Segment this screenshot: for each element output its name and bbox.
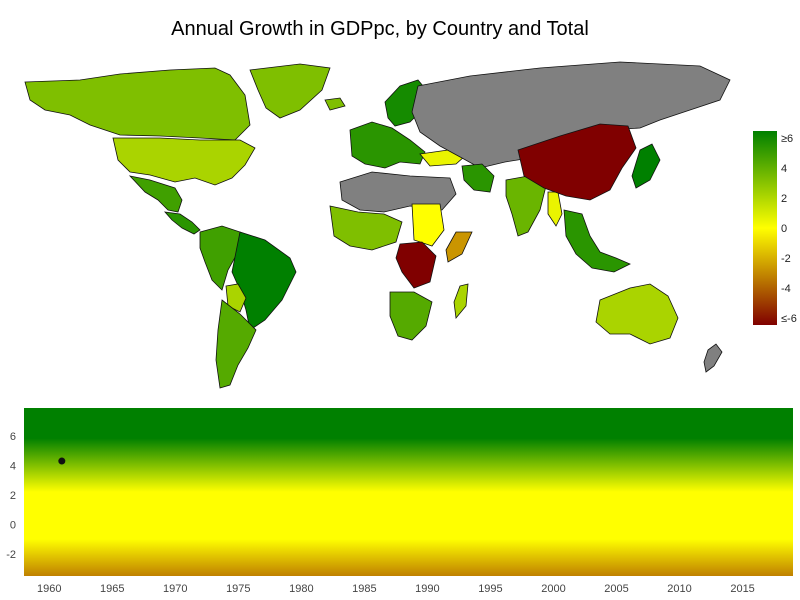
plot-background xyxy=(24,408,793,576)
map-region-andean-south-america xyxy=(199,225,241,291)
legend-tick-label: -4 xyxy=(781,283,791,295)
y-tick-label: 0 xyxy=(10,519,16,531)
map-region-china xyxy=(517,123,637,201)
x-tick-label: 1965 xyxy=(100,583,124,595)
x-axis: 1960 1965 1970 1975 1980 1985 1990 1995 2000 2005… xyxy=(37,583,755,595)
map-region-iran xyxy=(461,163,495,193)
x-tick-label: 1995 xyxy=(478,583,502,595)
legend-tick-label: 4 xyxy=(781,163,788,175)
map-region-bolivia xyxy=(225,283,247,313)
world-map xyxy=(24,61,731,389)
map-region-iceland xyxy=(324,97,346,111)
x-tick-label: 1975 xyxy=(226,583,250,595)
map-region-north-america-canada xyxy=(24,67,251,141)
map-region-southeast-asia xyxy=(563,209,631,273)
map-region-somalia xyxy=(445,231,473,263)
legend-tick-label: ≤-6 xyxy=(781,313,797,325)
x-tick-label: 1980 xyxy=(289,583,313,595)
legend-tick-label: -2 xyxy=(781,253,791,265)
map-region-myanmar xyxy=(547,191,563,227)
x-tick-label: 1985 xyxy=(352,583,376,595)
chart-title: Annual Growth in GDPpc, by Country and T… xyxy=(171,18,589,40)
color-legend: ≥6 4 2 0 -2 -4 ≤-6 xyxy=(753,131,800,331)
data-point xyxy=(58,457,66,465)
map-region-argentina-chile xyxy=(215,299,257,389)
map-region-north-africa xyxy=(339,171,457,213)
map-region-southern-africa xyxy=(389,291,433,341)
map-region-brazil xyxy=(231,231,297,331)
x-tick-label: 2000 xyxy=(541,583,565,595)
legend-color-bar xyxy=(753,131,777,325)
x-tick-label: 1990 xyxy=(415,583,439,595)
data-points xyxy=(58,457,66,465)
map-region-australia xyxy=(595,283,679,345)
y-tick-label: -2 xyxy=(6,549,16,561)
x-tick-label: 2005 xyxy=(604,583,628,595)
x-tick-label: 2015 xyxy=(730,583,754,595)
legend-tick-label: ≥6 xyxy=(781,133,794,145)
map-region-north-america-usa xyxy=(112,137,256,186)
x-tick-label: 2010 xyxy=(667,583,691,595)
legend-tick-label: 0 xyxy=(781,223,788,235)
map-region-greenland xyxy=(249,63,331,119)
map-region-congo xyxy=(395,241,437,289)
map-region-west-africa xyxy=(329,205,403,251)
map-region-madagascar xyxy=(453,283,469,319)
map-region-turkey xyxy=(419,149,466,167)
x-tick-label: 1970 xyxy=(163,583,187,595)
y-axis: 6 4 2 0 -2 xyxy=(6,431,16,561)
y-tick-label: 4 xyxy=(10,460,16,472)
map-region-sudan xyxy=(411,203,445,247)
map-region-japan xyxy=(631,143,661,189)
map-region-mexico xyxy=(128,175,183,213)
map-region-new-zealand xyxy=(703,343,723,373)
legend-tick-label: 2 xyxy=(781,193,788,205)
map-region-central-america xyxy=(163,211,201,235)
map-region-western-europe xyxy=(349,121,426,169)
x-tick-label: 1960 xyxy=(37,583,61,595)
time-series-chart: 6 4 2 0 -2 1960 1965 1970 1975 1980 1985 1990 1995 2… xyxy=(6,408,793,595)
y-tick-label: 2 xyxy=(10,490,16,502)
y-tick-label: 6 xyxy=(10,431,16,443)
